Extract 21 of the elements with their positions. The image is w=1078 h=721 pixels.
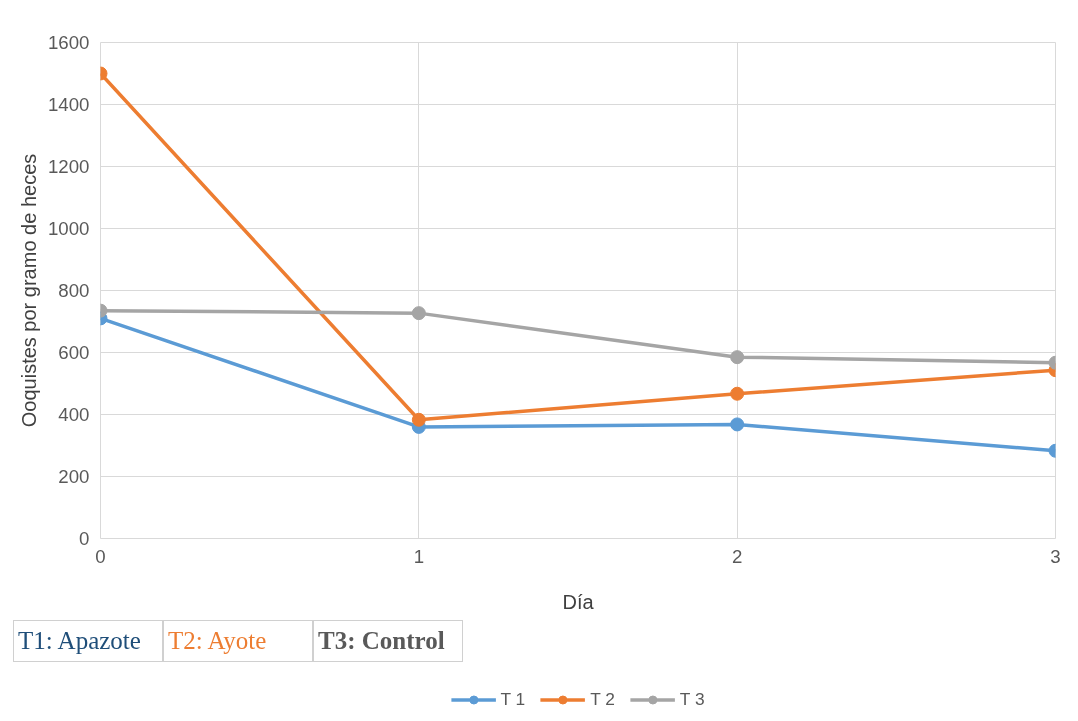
y-tick-label: 0: [79, 528, 90, 549]
legend-label: T 3: [679, 688, 705, 710]
x-tick-label: 0: [95, 545, 106, 567]
text: T3: Control: [313, 620, 463, 662]
legend-label: T 2: [590, 688, 615, 710]
x-tick-label: 1: [413, 545, 425, 567]
y-tick-label: 400: [58, 404, 90, 425]
y-tick-label: 200: [58, 466, 90, 487]
legend-label: T 1: [500, 688, 526, 710]
y-tick-label: 1200: [48, 156, 90, 177]
y-tick-label: 600: [58, 342, 90, 363]
y-tick-label: 1400: [48, 94, 90, 115]
x-tick-label: 2: [731, 545, 743, 567]
x-axis-title: Día: [562, 590, 595, 613]
text: T1: Apazote: [13, 620, 163, 662]
y-tick-label: 800: [58, 280, 90, 301]
x-tick-label: 3: [1050, 545, 1061, 567]
y-tick-label: 1600: [48, 32, 90, 53]
y-tick-label: 1000: [48, 218, 90, 239]
y-axis-title: Ooquistes por gramo de heces: [18, 153, 40, 428]
text: T2: Ayote: [163, 620, 313, 662]
